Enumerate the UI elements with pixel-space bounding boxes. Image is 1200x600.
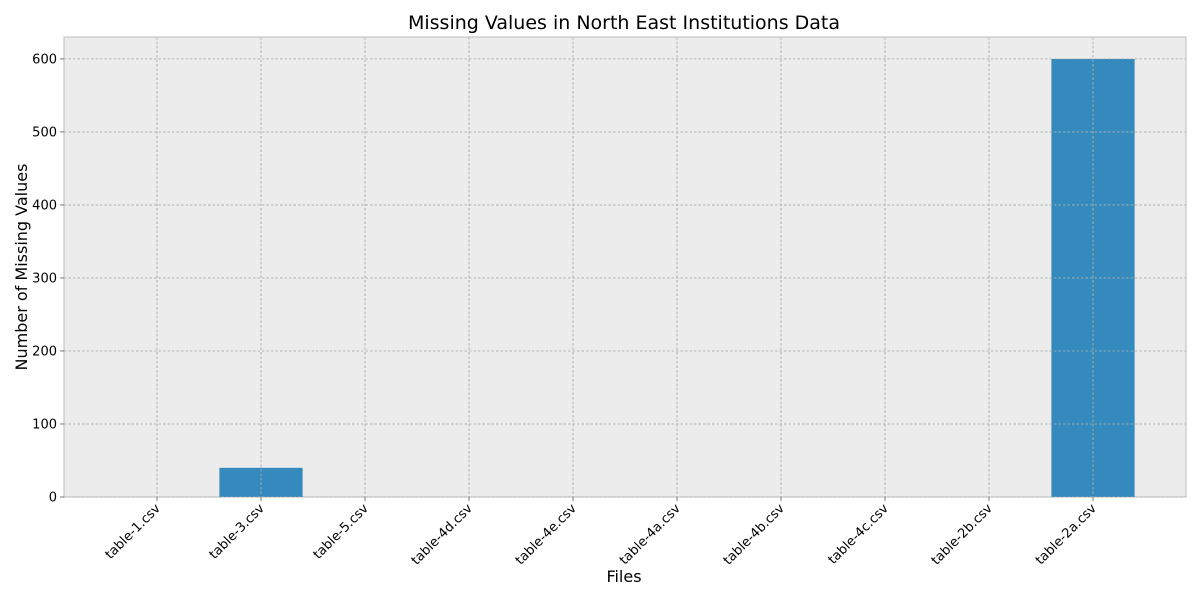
y-tick-label: 100	[32, 417, 57, 432]
x-tick-label: table-3.csv	[207, 501, 268, 562]
plot-area	[63, 36, 1187, 498]
y-tick-label: 300	[32, 271, 57, 286]
y-tick-label: 400	[32, 198, 57, 213]
x-tick-label: table-4e.csv	[513, 501, 580, 568]
y-tick-label: 0	[49, 491, 57, 506]
y-axis: 0 100 200 300 400 500 600	[32, 52, 64, 506]
chart-title: Missing Values in North East Institution…	[408, 12, 840, 34]
y-tick-label: 200	[32, 344, 57, 359]
x-tick-label: table-5.csv	[311, 501, 372, 562]
x-axis: table-1.csv table-3.csv table-5.csv table-4…	[103, 497, 1100, 568]
y-tick-label: 500	[32, 125, 57, 140]
x-tick-label: table-4a.csv	[617, 501, 684, 568]
x-tick-label: table-4b.csv	[721, 501, 788, 568]
x-tick-label: table-2b.csv	[929, 501, 996, 568]
y-axis-label: Number of Missing Values	[12, 164, 31, 371]
x-tick-label: table-4c.csv	[826, 501, 893, 568]
x-tick-label: table-4d.csv	[409, 501, 476, 568]
x-tick-label: table-2a.csv	[1033, 501, 1100, 568]
y-tick-label: 600	[32, 52, 57, 67]
grid-overlay	[64, 37, 1186, 498]
x-axis-label: Files	[606, 567, 641, 586]
x-tick-label: table-1.csv	[103, 501, 164, 562]
